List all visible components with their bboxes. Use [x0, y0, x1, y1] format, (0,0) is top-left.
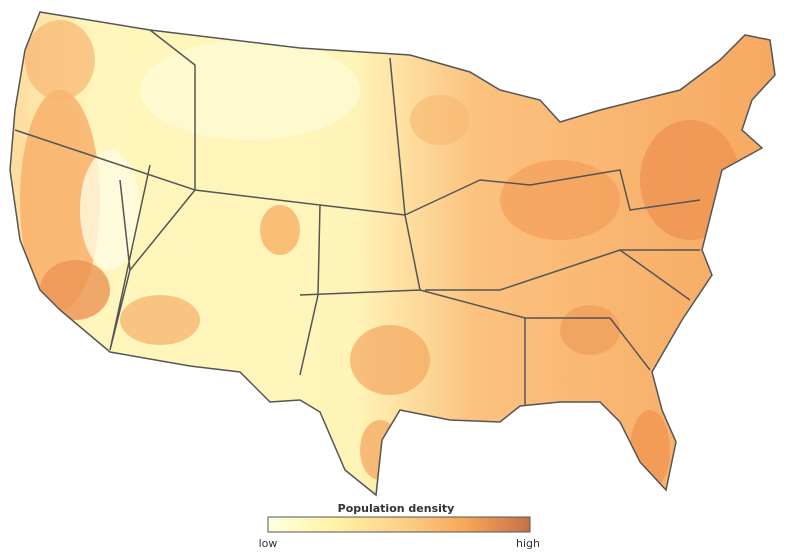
legend-colorbar: [267, 516, 531, 533]
state-borders: [9, 11, 776, 497]
legend-high-label: high: [516, 537, 540, 550]
legend-title: Population density: [338, 502, 455, 515]
legend-low-label: low: [259, 537, 278, 550]
